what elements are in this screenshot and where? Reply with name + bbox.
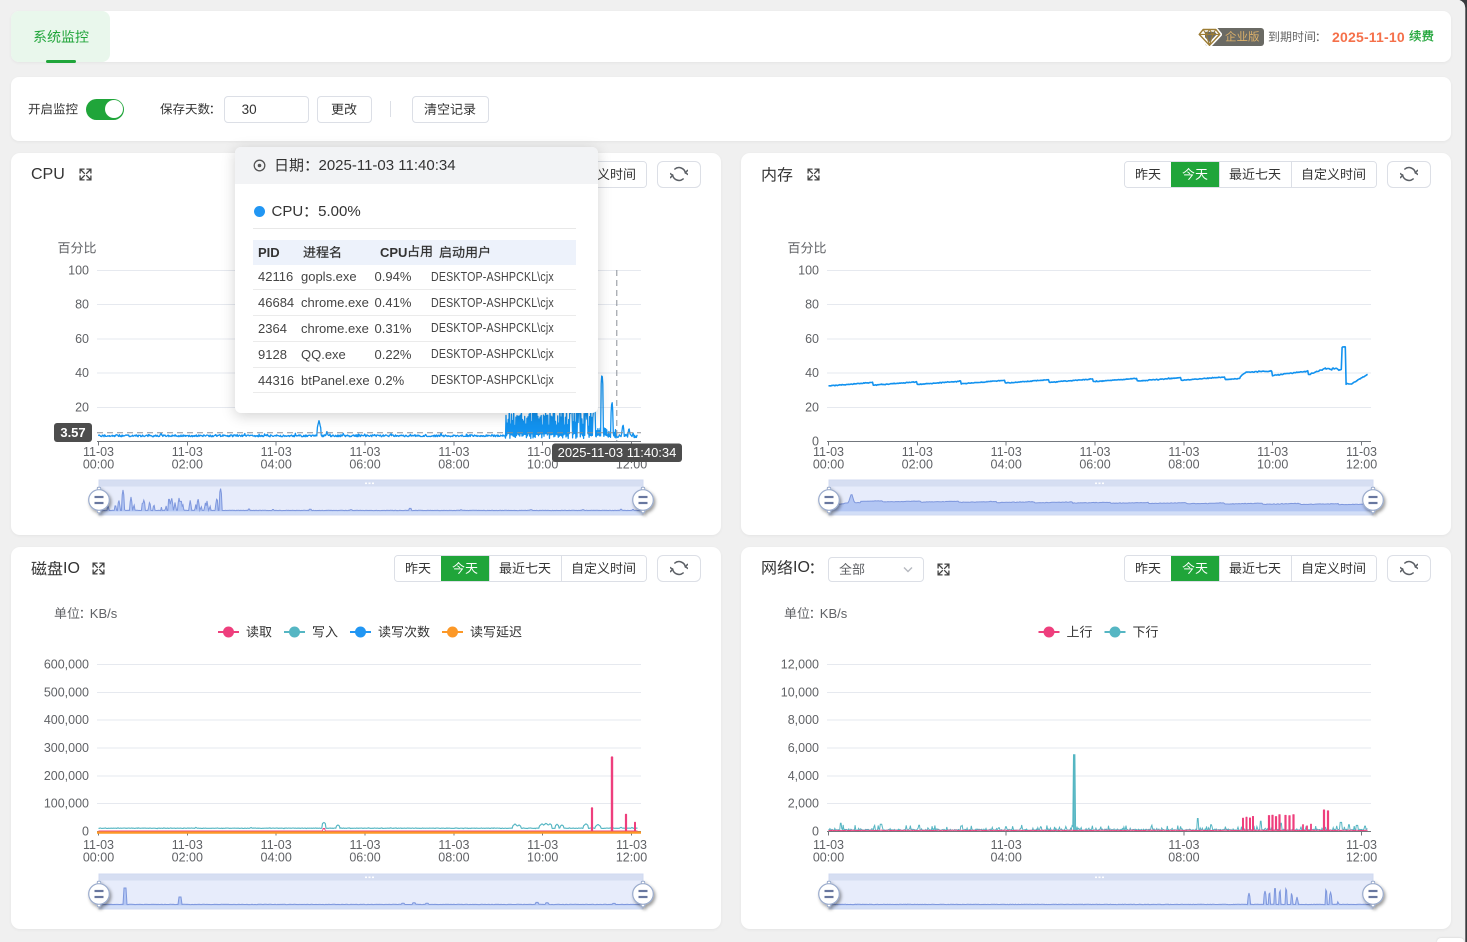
svg-text:100: 100 [798, 264, 819, 278]
svg-text:11-03: 11-03 [527, 445, 558, 459]
svg-text:300,000: 300,000 [44, 741, 89, 755]
svg-text:11-03: 11-03 [1257, 445, 1288, 459]
svg-text:02:00: 02:00 [172, 457, 203, 471]
svg-text:0: 0 [812, 825, 819, 839]
svg-text:100: 100 [68, 264, 89, 278]
svg-text:60: 60 [75, 332, 89, 346]
svg-text:600,000: 600,000 [44, 658, 89, 672]
svg-text:10,000: 10,000 [781, 685, 819, 699]
svg-text:0: 0 [812, 435, 819, 449]
svg-text:08:00: 08:00 [1168, 457, 1199, 471]
svg-text:80: 80 [75, 298, 89, 312]
svg-text:11-03: 11-03 [261, 838, 292, 852]
svg-text:20: 20 [805, 400, 819, 414]
svg-text:00:00: 00:00 [813, 850, 844, 864]
svg-text:20: 20 [75, 400, 89, 414]
svg-text:12:00: 12:00 [1346, 457, 1377, 471]
svg-text:08:00: 08:00 [438, 457, 469, 471]
svg-text:11-03: 11-03 [83, 838, 114, 852]
svg-text:11-03: 11-03 [438, 445, 469, 459]
svg-text:11-03: 11-03 [1168, 445, 1199, 459]
svg-text:40: 40 [805, 366, 819, 380]
svg-text:12:00: 12:00 [1346, 850, 1377, 864]
svg-text:8,000: 8,000 [788, 713, 819, 727]
svg-text:40: 40 [75, 366, 89, 380]
svg-text:04:00: 04:00 [991, 850, 1022, 864]
svg-text:11-03: 11-03 [172, 838, 203, 852]
svg-text:KB/s: KB/s [820, 606, 848, 621]
svg-text:12,000: 12,000 [781, 658, 819, 672]
svg-text:10:00: 10:00 [527, 850, 558, 864]
svg-text:11-03: 11-03 [616, 838, 647, 852]
svg-text:08:00: 08:00 [1168, 850, 1199, 864]
svg-text:60: 60 [805, 332, 819, 346]
svg-text:11-03: 11-03 [261, 445, 292, 459]
svg-text:02:00: 02:00 [902, 457, 933, 471]
svg-text:400,000: 400,000 [44, 713, 89, 727]
svg-text:08:00: 08:00 [438, 850, 469, 864]
svg-text:10:00: 10:00 [527, 457, 558, 471]
svg-text:100,000: 100,000 [44, 797, 89, 811]
svg-text:06:00: 06:00 [349, 850, 380, 864]
svg-text:11-03: 11-03 [991, 445, 1022, 459]
svg-text:06:00: 06:00 [349, 457, 380, 471]
svg-text:11-03: 11-03 [438, 838, 469, 852]
svg-text:11-03: 11-03 [813, 445, 844, 459]
svg-text:2025-11-03 11:40:34: 2025-11-03 11:40:34 [558, 445, 677, 460]
svg-text:02:00: 02:00 [172, 850, 203, 864]
svg-text:11-03: 11-03 [1346, 445, 1377, 459]
svg-text:2,000: 2,000 [788, 797, 819, 811]
svg-text:00:00: 00:00 [83, 457, 114, 471]
svg-text:04:00: 04:00 [261, 457, 292, 471]
svg-text:11-03: 11-03 [902, 445, 933, 459]
svg-text:0: 0 [82, 825, 89, 839]
svg-text:11-03: 11-03 [1079, 445, 1110, 459]
svg-text:80: 80 [805, 298, 819, 312]
svg-text:06:00: 06:00 [1079, 457, 1110, 471]
svg-text:200,000: 200,000 [44, 769, 89, 783]
svg-text:11-03: 11-03 [83, 445, 114, 459]
svg-text:11-03: 11-03 [172, 445, 203, 459]
svg-text:500,000: 500,000 [44, 685, 89, 699]
svg-text:11-03: 11-03 [1168, 838, 1199, 852]
svg-text:6,000: 6,000 [788, 741, 819, 755]
svg-text:11-03: 11-03 [991, 838, 1022, 852]
svg-text:10:00: 10:00 [1257, 457, 1288, 471]
svg-text:11-03: 11-03 [813, 838, 844, 852]
svg-text:4,000: 4,000 [788, 769, 819, 783]
svg-text:11-03: 11-03 [349, 838, 380, 852]
svg-text:3.57: 3.57 [60, 425, 85, 440]
svg-text:04:00: 04:00 [261, 850, 292, 864]
svg-text:12:00: 12:00 [616, 850, 647, 864]
svg-text:11-03: 11-03 [527, 838, 558, 852]
svg-text:04:00: 04:00 [991, 457, 1022, 471]
svg-text:00:00: 00:00 [813, 457, 844, 471]
svg-text:11-03: 11-03 [1346, 838, 1377, 852]
svg-text:KB/s: KB/s [90, 606, 118, 621]
svg-text:11-03: 11-03 [349, 445, 380, 459]
svg-text:00:00: 00:00 [83, 850, 114, 864]
